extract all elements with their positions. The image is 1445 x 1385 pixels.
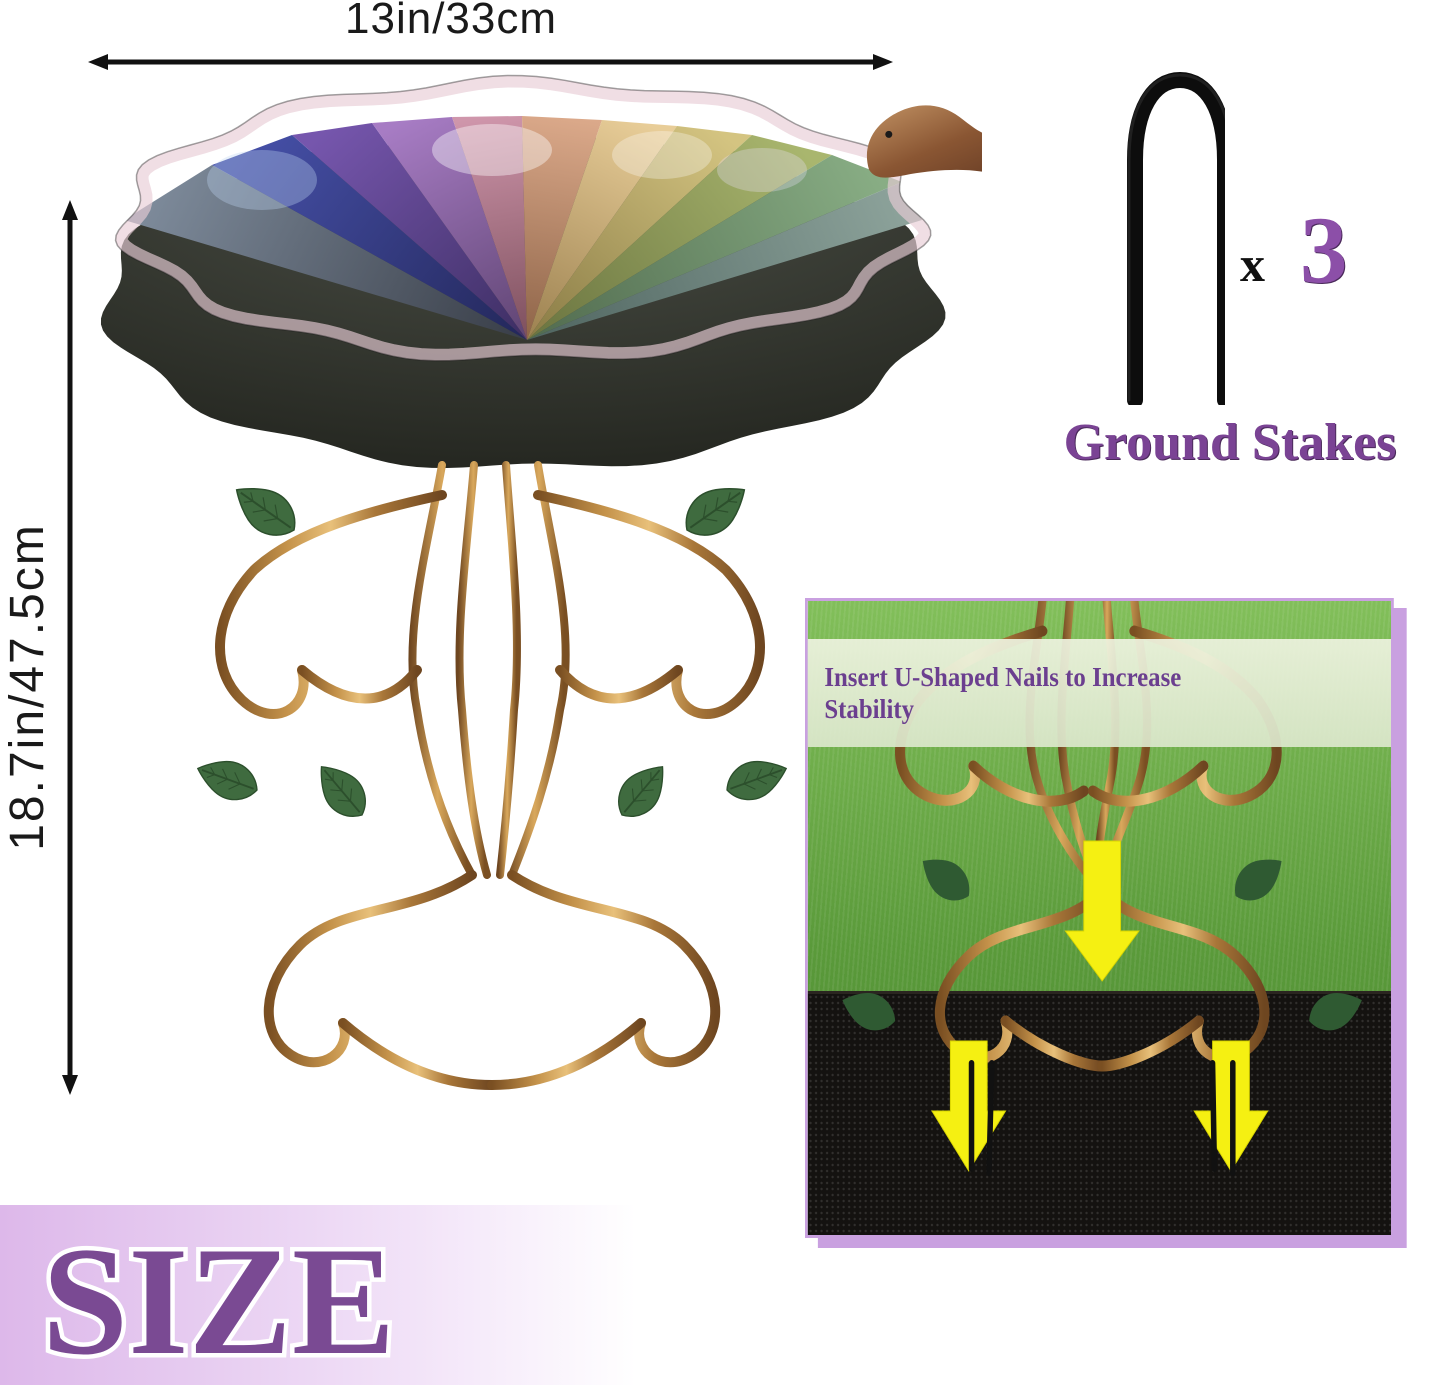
svg-text:SIZE: SIZE — [42, 1215, 395, 1385]
